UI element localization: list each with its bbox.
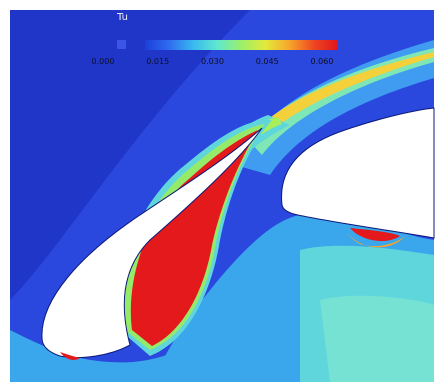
colorbar-tick-label: 0.030: [201, 57, 224, 66]
slat-trailing-hot: [60, 352, 80, 360]
field-area: [10, 10, 435, 382]
bottom-left-wake: [10, 330, 200, 382]
legend-swatch-marker: [117, 40, 126, 49]
colorbar: [145, 40, 338, 50]
lower-wake-field-patches: [320, 295, 434, 382]
colorbar-gradient: [145, 40, 338, 50]
legend-title: Tu: [116, 12, 128, 23]
upper-dark-region: [10, 10, 250, 300]
colorbar-tick-label: 0.045: [256, 57, 279, 66]
colorbar-tick-labels: 0.000 0.015 0.030 0.045 0.060: [92, 57, 334, 66]
colorbar-tick-label: 0.060: [311, 57, 334, 66]
shear-layer-green: [248, 48, 434, 155]
colorbar-tick-label: 0.000: [92, 57, 115, 66]
main-element: [281, 107, 435, 239]
legend: Tu 0.000 0.015 0.030 0.045 0.060: [92, 12, 338, 66]
main-underside-hotspot: [350, 228, 400, 242]
cove-red-region: [130, 130, 258, 346]
colorbar-tick-label: 0.015: [146, 57, 169, 66]
